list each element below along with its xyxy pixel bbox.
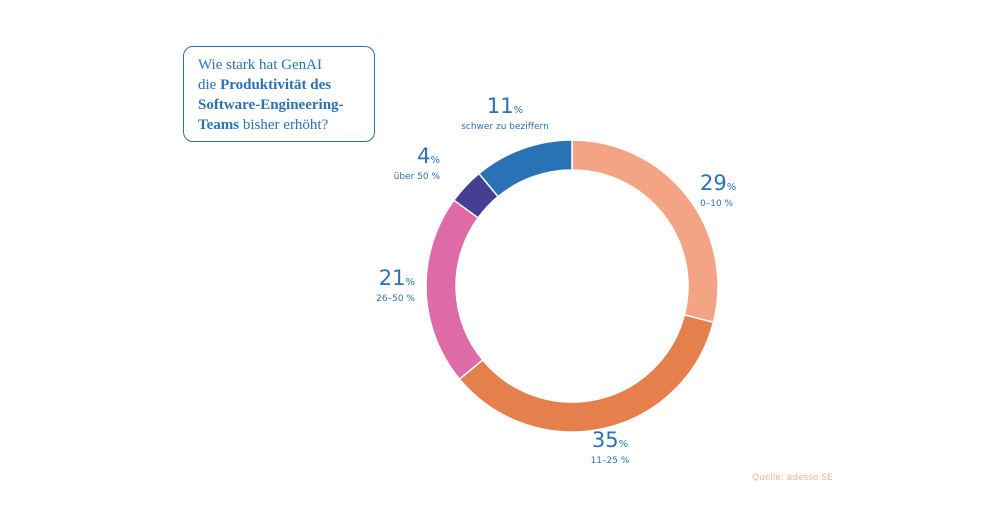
- question-line4-suffix: bisher erhöht?: [239, 117, 329, 133]
- donut-slice: [571, 139, 719, 324]
- slice-category-label: 0–10 %: [700, 199, 734, 209]
- slice-value-label: 29%: [700, 171, 736, 195]
- question-line4-bold: Teams: [198, 117, 240, 133]
- donut-slice: [477, 139, 573, 198]
- question-line1: Wie stark hat GenAI: [198, 57, 322, 73]
- slice-value-label: 35%: [592, 428, 628, 452]
- slice-category-label: 26–50 %: [376, 294, 415, 304]
- donut-slices: [425, 139, 719, 433]
- slice-category-label: schwer zu beziffern: [461, 122, 549, 132]
- slice-category-label: über 50 %: [394, 172, 441, 182]
- donut-labels: 29% 0–10 % 35% 11–25 % 21% 26–50 % 4% über 50 %…: [376, 94, 736, 466]
- slice-value-label: 4%: [417, 144, 440, 168]
- donut-slice: [425, 199, 484, 381]
- donut-slice: [458, 313, 715, 433]
- question-line2-bold: Produktivität des: [220, 77, 332, 93]
- question-line3-bold: Software-Engineering-: [198, 97, 344, 113]
- slice-value-label: 21%: [379, 266, 415, 290]
- source-note: Quelle: adesso SE: [752, 473, 833, 483]
- question-box: Wie stark hat GenAI die Produktivität de…: [183, 46, 375, 142]
- slice-category-label: 11–25 %: [591, 456, 630, 466]
- question-line2-prefix: die: [198, 77, 221, 93]
- slice-value-label: 11%: [487, 94, 523, 118]
